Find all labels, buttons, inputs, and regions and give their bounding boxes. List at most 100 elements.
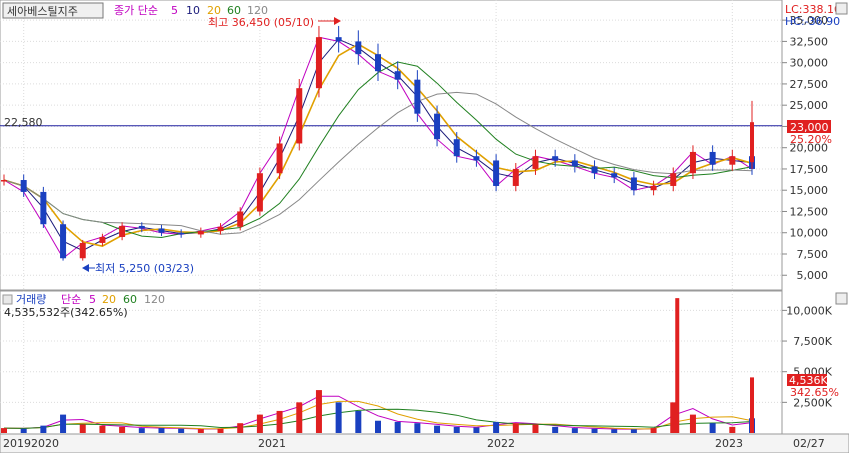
lc-label: LC:338.10 xyxy=(785,3,841,16)
volume-bar xyxy=(197,429,204,433)
volume-bar xyxy=(256,414,263,433)
ma-legend-5: 5 xyxy=(171,4,178,17)
candle xyxy=(532,156,539,169)
volume-legend-toggle[interactable] xyxy=(2,294,13,305)
candle xyxy=(493,160,500,186)
candle xyxy=(256,173,263,212)
volume-ma-line-5 xyxy=(3,395,753,430)
candle xyxy=(473,156,480,161)
price-y-axis: 5,000 7,500 10,000 12,500 15,000 17,500 20,000… xyxy=(782,14,828,282)
top-right-settings-box[interactable] xyxy=(835,2,848,15)
volume-bar xyxy=(79,424,86,433)
volume-bar xyxy=(276,410,283,433)
volume-peak-bar xyxy=(675,298,680,433)
price-tick-label: 32,500 xyxy=(790,35,829,48)
volume-bar xyxy=(178,428,185,433)
volume-bar xyxy=(138,428,145,433)
volume-bar xyxy=(453,426,460,433)
candle xyxy=(689,151,696,174)
current-volume-badge: 4,536K xyxy=(789,374,828,387)
volume-bar xyxy=(158,428,165,433)
volume-bar xyxy=(40,425,47,433)
volume-legend-120: 120 xyxy=(144,293,165,306)
price-tick-label: 20,000 xyxy=(790,142,829,155)
volume-bars xyxy=(1,298,755,433)
volume-tick-label: 10,000K xyxy=(786,304,832,317)
low-arrow-head xyxy=(82,264,89,272)
volume-value-label: 4,535,532주(342.65%) xyxy=(4,306,128,319)
high-arrow-head xyxy=(334,17,341,25)
volume-tick-label: 2,500K xyxy=(793,396,832,409)
volume-ma-lines xyxy=(3,395,753,430)
candle xyxy=(296,88,303,144)
hline-label: 22,580 xyxy=(4,116,43,129)
volume-bar xyxy=(571,428,578,433)
price-tick-label: 10,000 xyxy=(790,227,829,240)
volume-bar xyxy=(60,414,67,433)
ma-line-120 xyxy=(3,91,753,235)
volume-bar xyxy=(630,429,637,433)
candle xyxy=(650,185,657,191)
x-label-2023: 2023 xyxy=(715,437,743,450)
volume-bar xyxy=(237,423,244,433)
volume-ma-line-60 xyxy=(3,408,753,429)
candle xyxy=(630,177,637,191)
volume-settings-box[interactable] xyxy=(835,292,848,305)
volume-bar xyxy=(315,390,322,433)
volume-bar xyxy=(689,414,696,433)
volume-bar xyxy=(217,428,224,433)
candle xyxy=(20,180,27,192)
candle xyxy=(119,225,126,237)
volume-legend-5: 5 xyxy=(89,293,96,306)
candle xyxy=(512,168,519,186)
price-tick-label: 27,500 xyxy=(790,78,829,91)
current-price-badge-bg xyxy=(787,120,831,133)
current-change-badge: 25.20% xyxy=(790,133,832,146)
volume-bar xyxy=(375,420,381,433)
volume-bar xyxy=(493,421,500,433)
candle xyxy=(197,231,204,235)
price-tick-label: 12,500 xyxy=(790,205,829,218)
volume-legend-60: 60 xyxy=(123,293,137,306)
candle xyxy=(414,79,421,114)
candle xyxy=(315,37,322,89)
candle xyxy=(1,180,7,182)
price-tick-label: 5,000 xyxy=(797,269,829,282)
candle xyxy=(453,139,460,157)
volume-bar xyxy=(512,423,519,433)
volume-change-badge: 342.65% xyxy=(790,386,839,399)
candle xyxy=(178,232,185,235)
candle xyxy=(99,236,106,243)
ma-legend-prefix: 종가 단순 xyxy=(114,4,158,17)
stock-title-box[interactable] xyxy=(2,2,104,19)
volume-bar xyxy=(1,428,7,433)
x-label-2022: 2022 xyxy=(487,437,515,450)
volume-bar xyxy=(434,425,441,433)
price-tick-label: 17,500 xyxy=(790,163,829,176)
price-tick-label: 7,500 xyxy=(797,248,829,261)
price-grid xyxy=(0,0,782,434)
volume-bar xyxy=(552,426,559,433)
price-panel-frame xyxy=(0,0,783,291)
x-axis-strip xyxy=(0,433,849,453)
volume-bar xyxy=(532,424,539,433)
candle xyxy=(276,143,283,174)
volume-bar xyxy=(335,402,342,433)
candle xyxy=(709,151,716,165)
volume-bar xyxy=(591,428,598,433)
current-volume-badge-bg xyxy=(787,374,827,386)
ma-legend-120: 120 xyxy=(247,4,268,17)
volume-grid xyxy=(0,309,782,403)
volume-legend-ma-prefix: 단순 xyxy=(61,293,81,306)
candles xyxy=(1,25,755,261)
x-label-2020: 2020 xyxy=(31,437,59,450)
hc-label: HC:-36.90 xyxy=(785,15,840,28)
candle xyxy=(217,226,224,232)
volume-bar xyxy=(670,402,677,433)
volume-bar xyxy=(296,402,303,433)
candle xyxy=(237,211,244,227)
price-tick-label: 35,000 xyxy=(790,14,829,27)
volume-bar xyxy=(99,425,106,433)
